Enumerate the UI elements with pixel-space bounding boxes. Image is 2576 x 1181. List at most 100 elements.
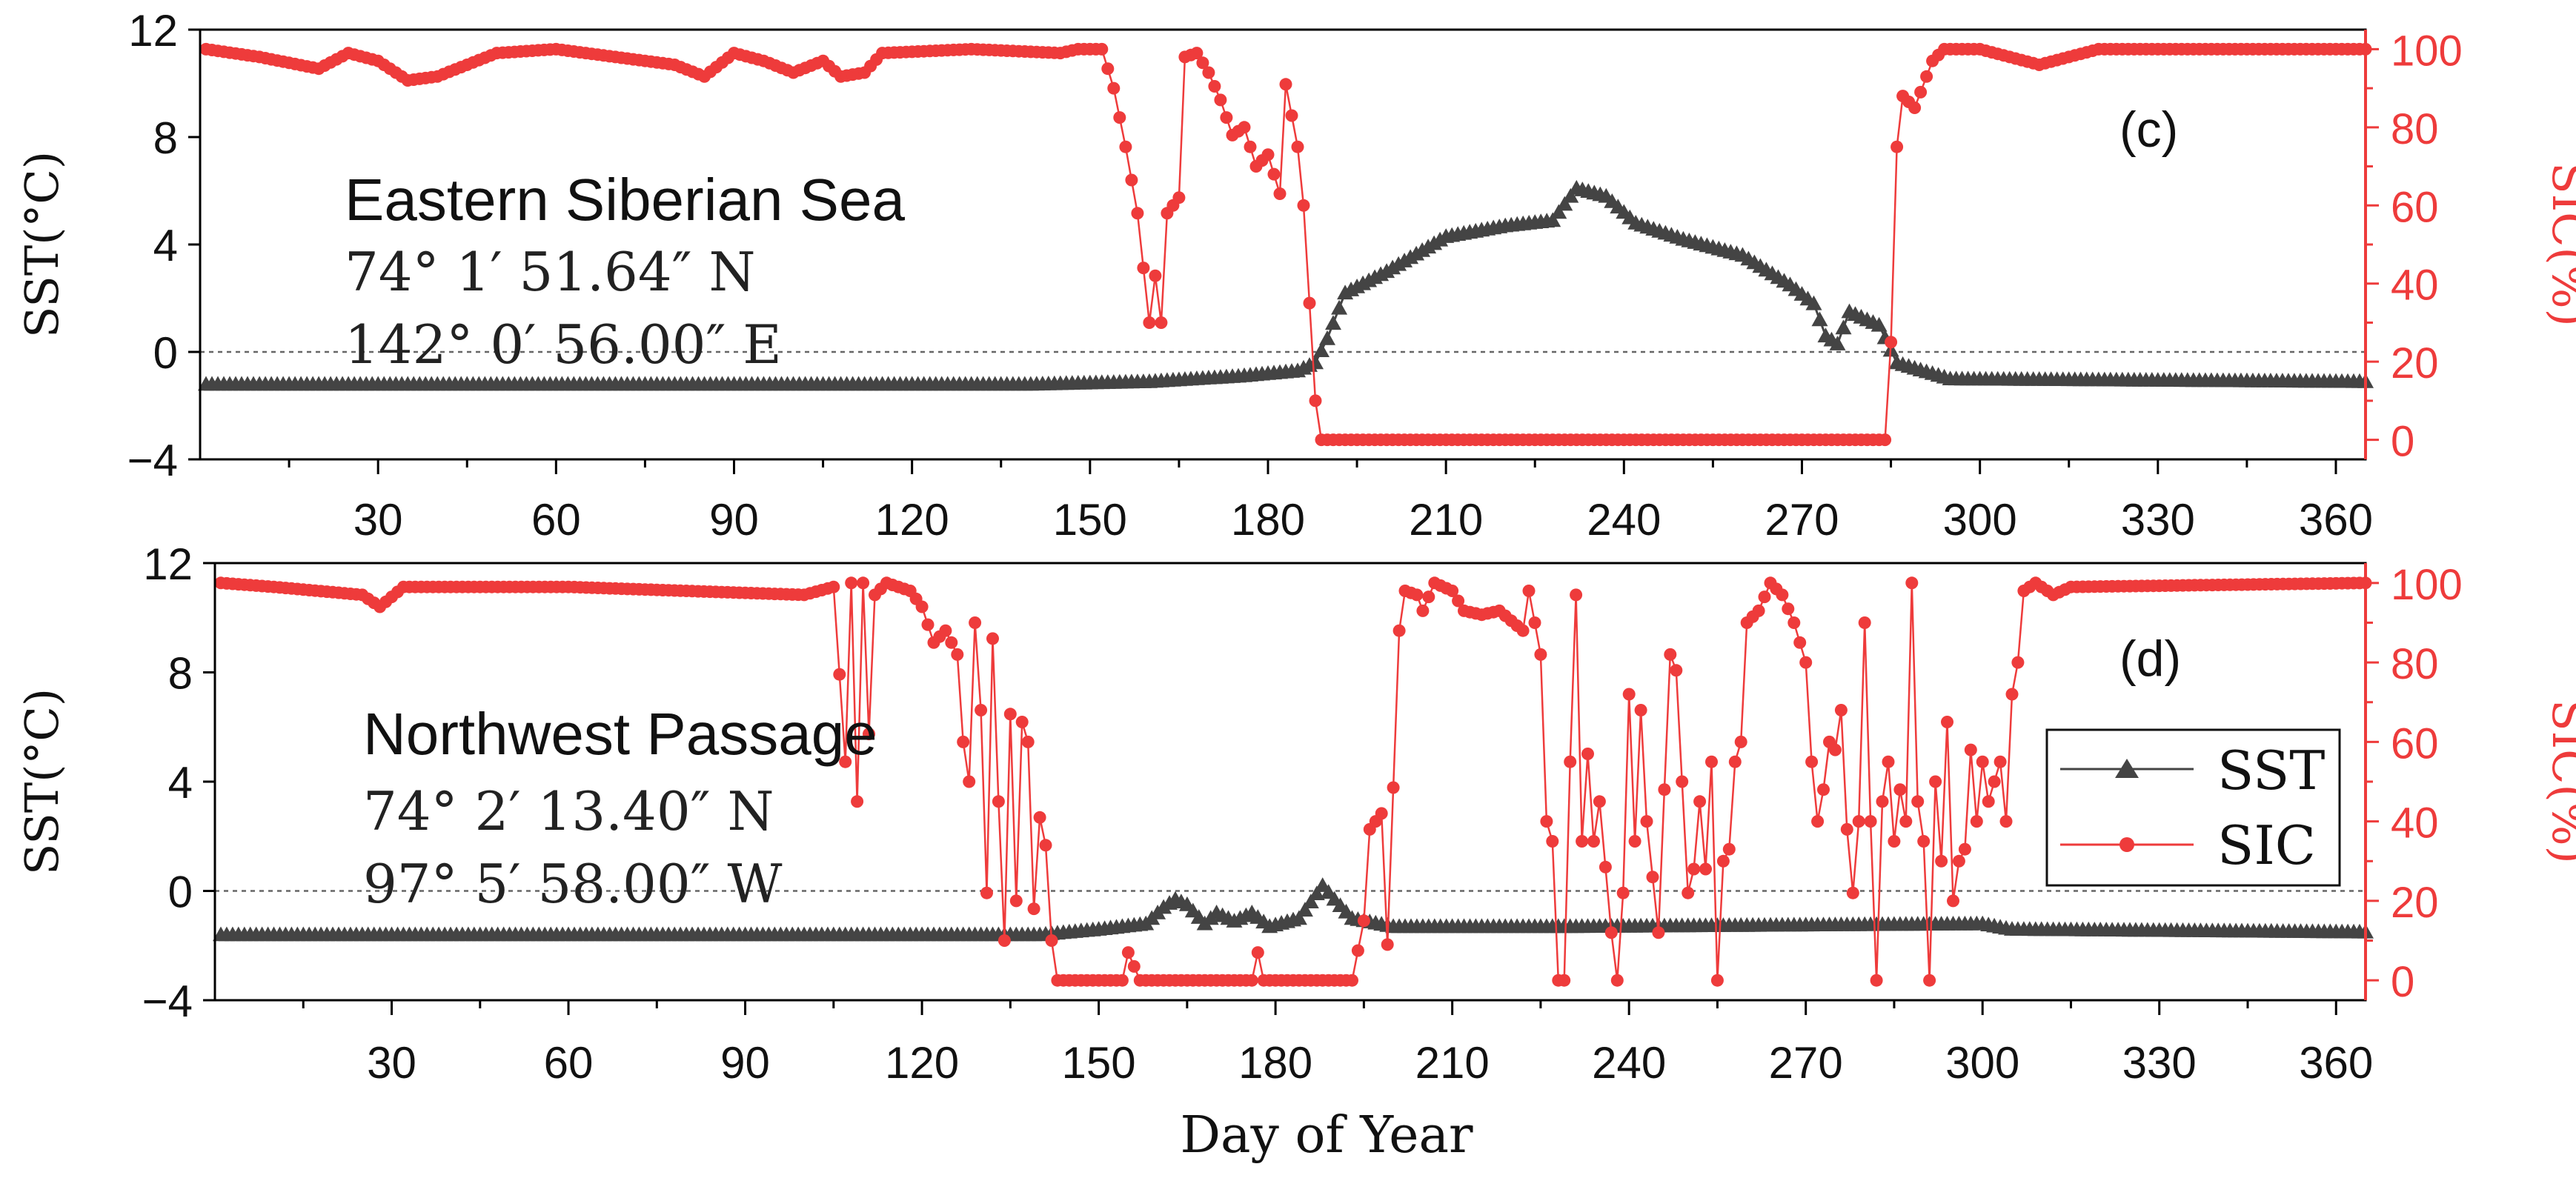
panel-c-sic-point-156: [1119, 140, 1132, 153]
panel-c-sst-point-283: [1870, 316, 1888, 332]
panel-d-ytick-left-label-1: 0: [168, 868, 193, 917]
panel-d-sic-point-224: [1528, 616, 1541, 629]
panel-d-sic-point-238: [1610, 974, 1624, 987]
panel-c-label: (c): [2119, 102, 2178, 158]
panel-d-xtick-label-10: 330: [2122, 1038, 2197, 1088]
panel-d-sic-point-140: [1033, 811, 1046, 824]
panel-c-ytick-right-label-3: 60: [2391, 183, 2439, 231]
panel-d-ytick-left-label-2: 4: [168, 758, 193, 808]
panel-d-sic-point-250: [1682, 886, 1695, 899]
panel-c-sic-point-286: [1890, 140, 1904, 153]
panel-d-sic-point-251: [1687, 862, 1701, 876]
legend: SST SIC: [2045, 728, 2341, 887]
panel-d-sic-point-199: [1381, 938, 1394, 951]
panel-d-sic-point-256: [1716, 854, 1730, 868]
panel-d-sic-point-130: [975, 704, 988, 716]
panel-c-sst-point-230: [1556, 196, 1573, 211]
panel-c-xtick-label-1: 60: [531, 495, 581, 545]
panel-c-sic-point-187: [1303, 296, 1316, 310]
panel-d-xtick-label-6: 210: [1415, 1038, 1490, 1088]
panel-d-xtick-label-9: 300: [1945, 1038, 2019, 1088]
panel-d-sic-point-259: [1734, 735, 1747, 748]
panel-d-sic-point-237: [1604, 926, 1618, 939]
panel-d-xtick-label-5: 180: [1238, 1038, 1312, 1088]
panel-c-sic-point-185: [1291, 140, 1304, 153]
panel-d-sic-point-303: [1994, 755, 2007, 768]
panel-d-xtick-label-7: 240: [1592, 1038, 1666, 1088]
panel-d-ylabel-left: SST(°C): [15, 688, 69, 875]
panel-c-ytick-left-label-2: 4: [153, 221, 178, 270]
panel-c-sic-series: [199, 42, 2372, 447]
panel-c-sst-point-192: [1331, 299, 1348, 315]
panel-d-sic-point-293: [1935, 854, 1948, 868]
panel-d-sic-point-129: [969, 616, 982, 629]
panel-d-sic-point-139: [1027, 902, 1040, 916]
panel-d-sic-point-282: [1870, 974, 1883, 987]
panel-d-sic-point-300: [1976, 755, 1989, 768]
panel-c-sst-point-272: [1805, 295, 1822, 310]
x-axis-label: Day of Year: [1180, 1106, 1473, 1165]
panel-d-xtick-label-8: 270: [1769, 1038, 1843, 1088]
panel-d-sic-point-235: [1593, 795, 1606, 808]
panel-c-sic-point-160: [1143, 316, 1156, 329]
panel-d-sic-point-304: [1999, 815, 2013, 828]
panel-c-sic-point-155: [1113, 111, 1126, 124]
panel-c-xtick-label-10: 330: [2121, 495, 2195, 545]
panel-d-sic-point-268: [1787, 616, 1801, 629]
panel-d-sst-point-185: [1296, 902, 1313, 917]
panel-d-sic-point-231: [1570, 588, 1583, 602]
panel-c-title: Eastern Siberian Sea: [345, 167, 906, 233]
panel-c-sic-point-188: [1309, 394, 1322, 407]
panel-d-sic-point-305: [2005, 688, 2019, 701]
panel-d-sic-point-302: [1988, 775, 2001, 788]
panel-d-sic-point-200: [1387, 781, 1400, 794]
panel-d-sic-point-234: [1587, 835, 1600, 848]
panel-d-ylabel-right: SIC(%): [2542, 699, 2576, 864]
panel-d-sic-point-239: [1616, 886, 1630, 899]
panel-c-sic-point-176: [1238, 121, 1251, 134]
panel-d-sic-point-193: [1346, 974, 1358, 987]
panel-d-sic-point-141: [1039, 839, 1052, 852]
panel-c-sic-point-184: [1285, 109, 1298, 122]
panel-c-ytick-right-label-5: 100: [2391, 27, 2463, 75]
panel-d-sic-point-125: [945, 636, 958, 649]
panel-d-sic-point-266: [1776, 588, 1789, 602]
panel-d-sic-point-280: [1858, 616, 1871, 629]
panel-d-sic-point-206: [1422, 590, 1435, 604]
panel-d-sic-point-292: [1929, 775, 1942, 788]
legend-sst-label: SST: [2217, 739, 2325, 802]
panel-d-sic-point-109: [851, 795, 864, 808]
panel-c-sic-point-159: [1137, 262, 1150, 275]
panel-c-sic-point-289: [1908, 102, 1922, 114]
panel-d-sic-point-155: [1121, 946, 1135, 959]
panel-c-sst-point-276: [1829, 336, 1846, 350]
panel-d-sic-point-270: [1799, 656, 1813, 669]
panel-d-sic-point-281: [1864, 815, 1877, 828]
panel-c-xtick-label-4: 150: [1053, 495, 1127, 545]
panel-d-sic-point-276: [1834, 704, 1848, 716]
panel-d-xtick-label-11: 360: [2299, 1038, 2373, 1088]
panel-c-sic-point-171: [1208, 80, 1221, 93]
panel-d-title: Northwest Passage: [363, 701, 877, 767]
panel-d-sic-point-283: [1876, 795, 1889, 808]
panel-c-sic-point-170: [1202, 66, 1215, 79]
panel-d-sic-point-138: [1021, 735, 1035, 748]
panel-d-sic-point-128: [963, 775, 976, 788]
panel-d-sic-point-111: [863, 728, 875, 741]
panel-c-xtick-label-2: 90: [709, 495, 759, 545]
panel-d-sic-point-136: [1009, 894, 1023, 908]
panel-d-sic-point-275: [1828, 743, 1842, 756]
panel-d-sic-point-301: [1982, 795, 1995, 808]
panel-d-sic-point-154: [1115, 974, 1129, 987]
panel-d-sic-point-131: [980, 886, 993, 899]
panel-c-xtick-label-0: 30: [353, 495, 403, 545]
panel-d-sic-point-195: [1357, 914, 1370, 928]
panel-d-sic-point-194: [1351, 944, 1364, 957]
panel-c-sst-point-277: [1835, 319, 1852, 335]
panel-c-ytick-left-label-4: 12: [128, 6, 178, 56]
panel-c-sic-point-158: [1131, 207, 1144, 220]
legend-sic-label: SIC: [2217, 814, 2316, 876]
panel-d-sic-point-121: [921, 618, 935, 631]
